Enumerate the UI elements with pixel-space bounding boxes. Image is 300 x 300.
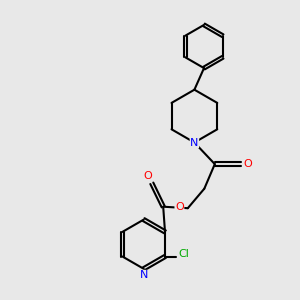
- Text: O: O: [143, 171, 152, 181]
- Text: O: O: [175, 202, 184, 212]
- Text: N: N: [140, 270, 148, 280]
- Text: O: O: [243, 159, 252, 169]
- Text: N: N: [190, 137, 199, 148]
- Text: Cl: Cl: [179, 249, 190, 259]
